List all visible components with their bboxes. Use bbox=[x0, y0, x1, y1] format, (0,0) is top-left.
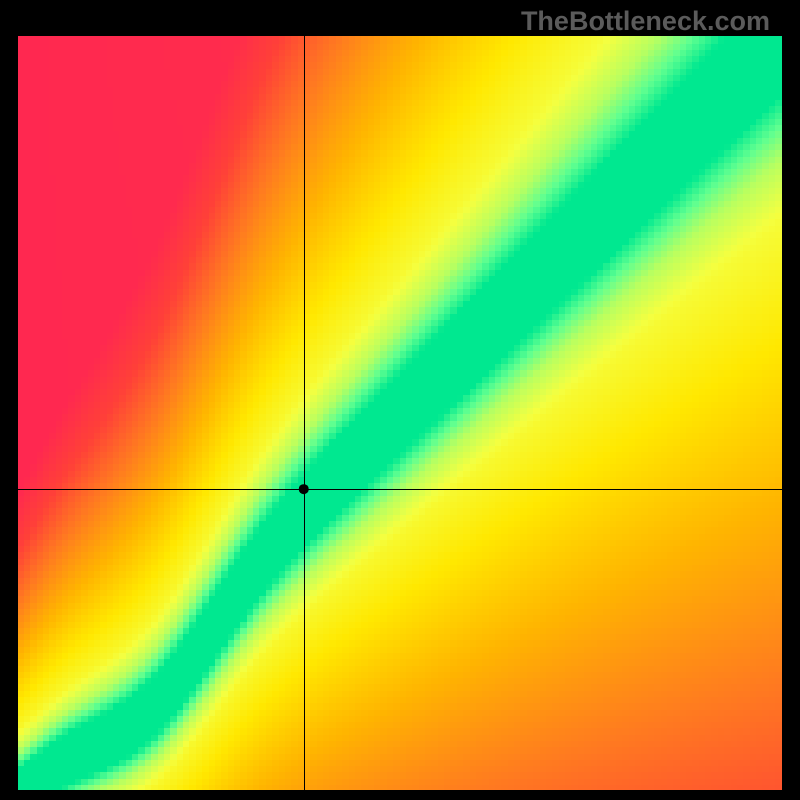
bottleneck-heatmap bbox=[18, 36, 782, 790]
watermark-text: TheBottleneck.com bbox=[521, 6, 770, 37]
